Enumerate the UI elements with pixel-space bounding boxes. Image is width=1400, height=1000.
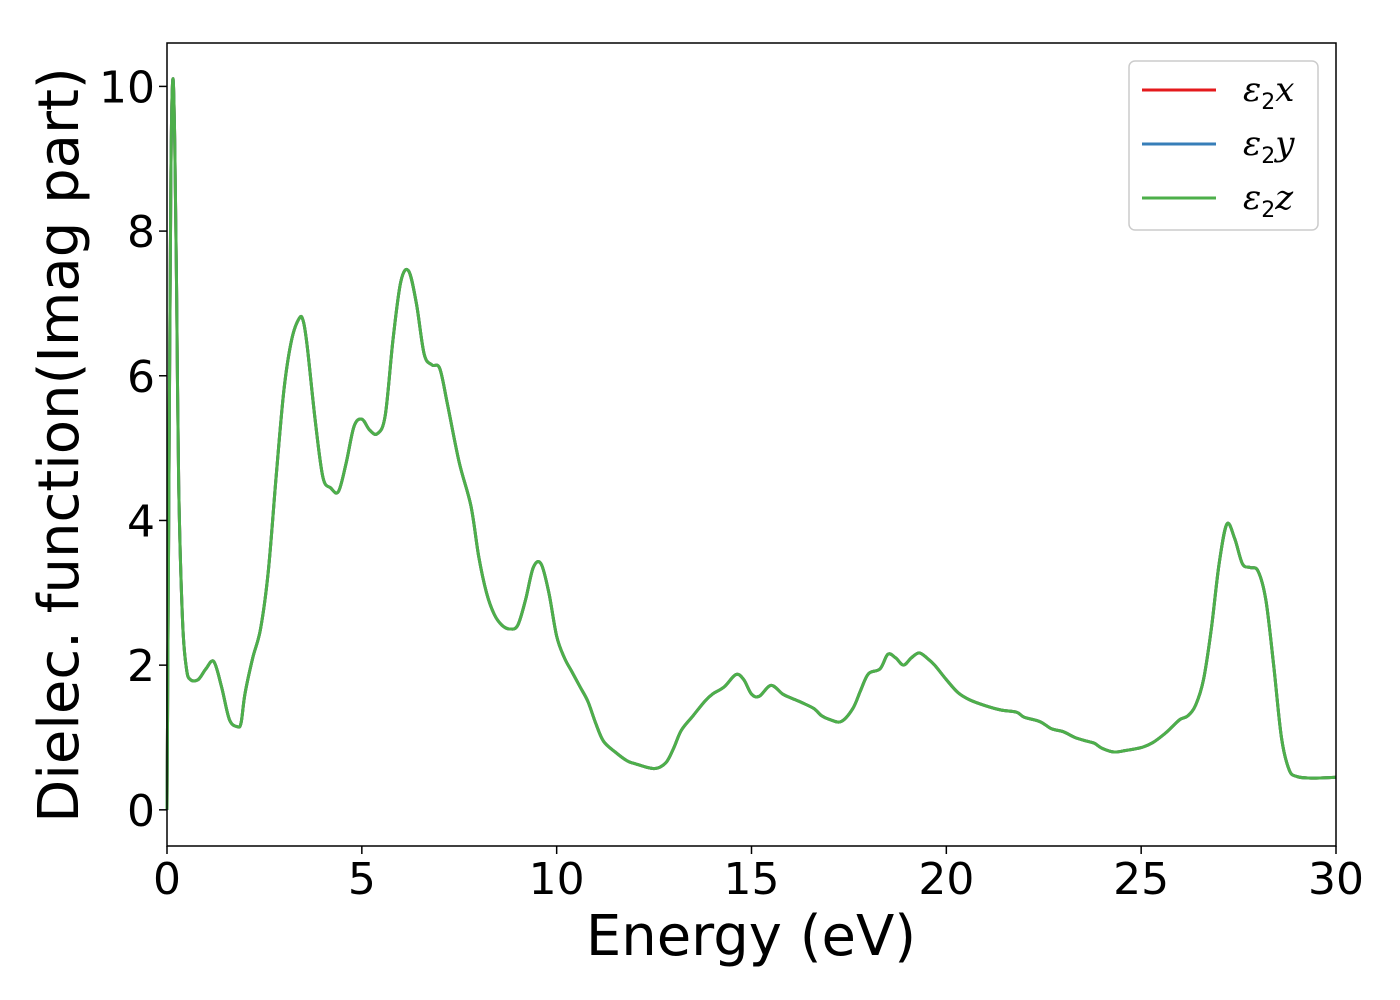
y-tick-label: 6 [127,352,155,403]
y-axis-title: Dielec. function(Imag part) [27,67,92,823]
x-tick-label: 25 [1113,854,1169,905]
x-tick-label: 10 [529,854,585,905]
y-axis: 0 2 4 6 8 10 [99,62,167,837]
legend-label-x: ε2x [1243,70,1294,115]
y-tick-label: 4 [127,496,155,547]
y-tick-label: 0 [127,786,155,837]
x-tick-label: 30 [1308,854,1364,905]
x-tick-label: 5 [348,854,376,905]
legend: ε2x ε2y ε2z [1128,60,1319,231]
x-tick-label: 0 [153,854,181,905]
x-tick-label: 15 [724,854,780,905]
legend-box [1128,60,1319,231]
x-axis: 0 5 10 15 20 25 30 [153,846,1364,905]
series-line-z [165,77,1337,810]
y-tick-label: 2 [127,641,155,692]
series-layer [165,77,1337,810]
y-tick-label: 10 [99,62,155,113]
x-tick-label: 20 [918,854,974,905]
x-axis-title: Energy (eV) [586,904,916,969]
legend-label-z: ε2z [1243,178,1294,223]
legend-label-y: ε2y [1243,124,1295,169]
y-tick-label: 8 [127,207,155,258]
